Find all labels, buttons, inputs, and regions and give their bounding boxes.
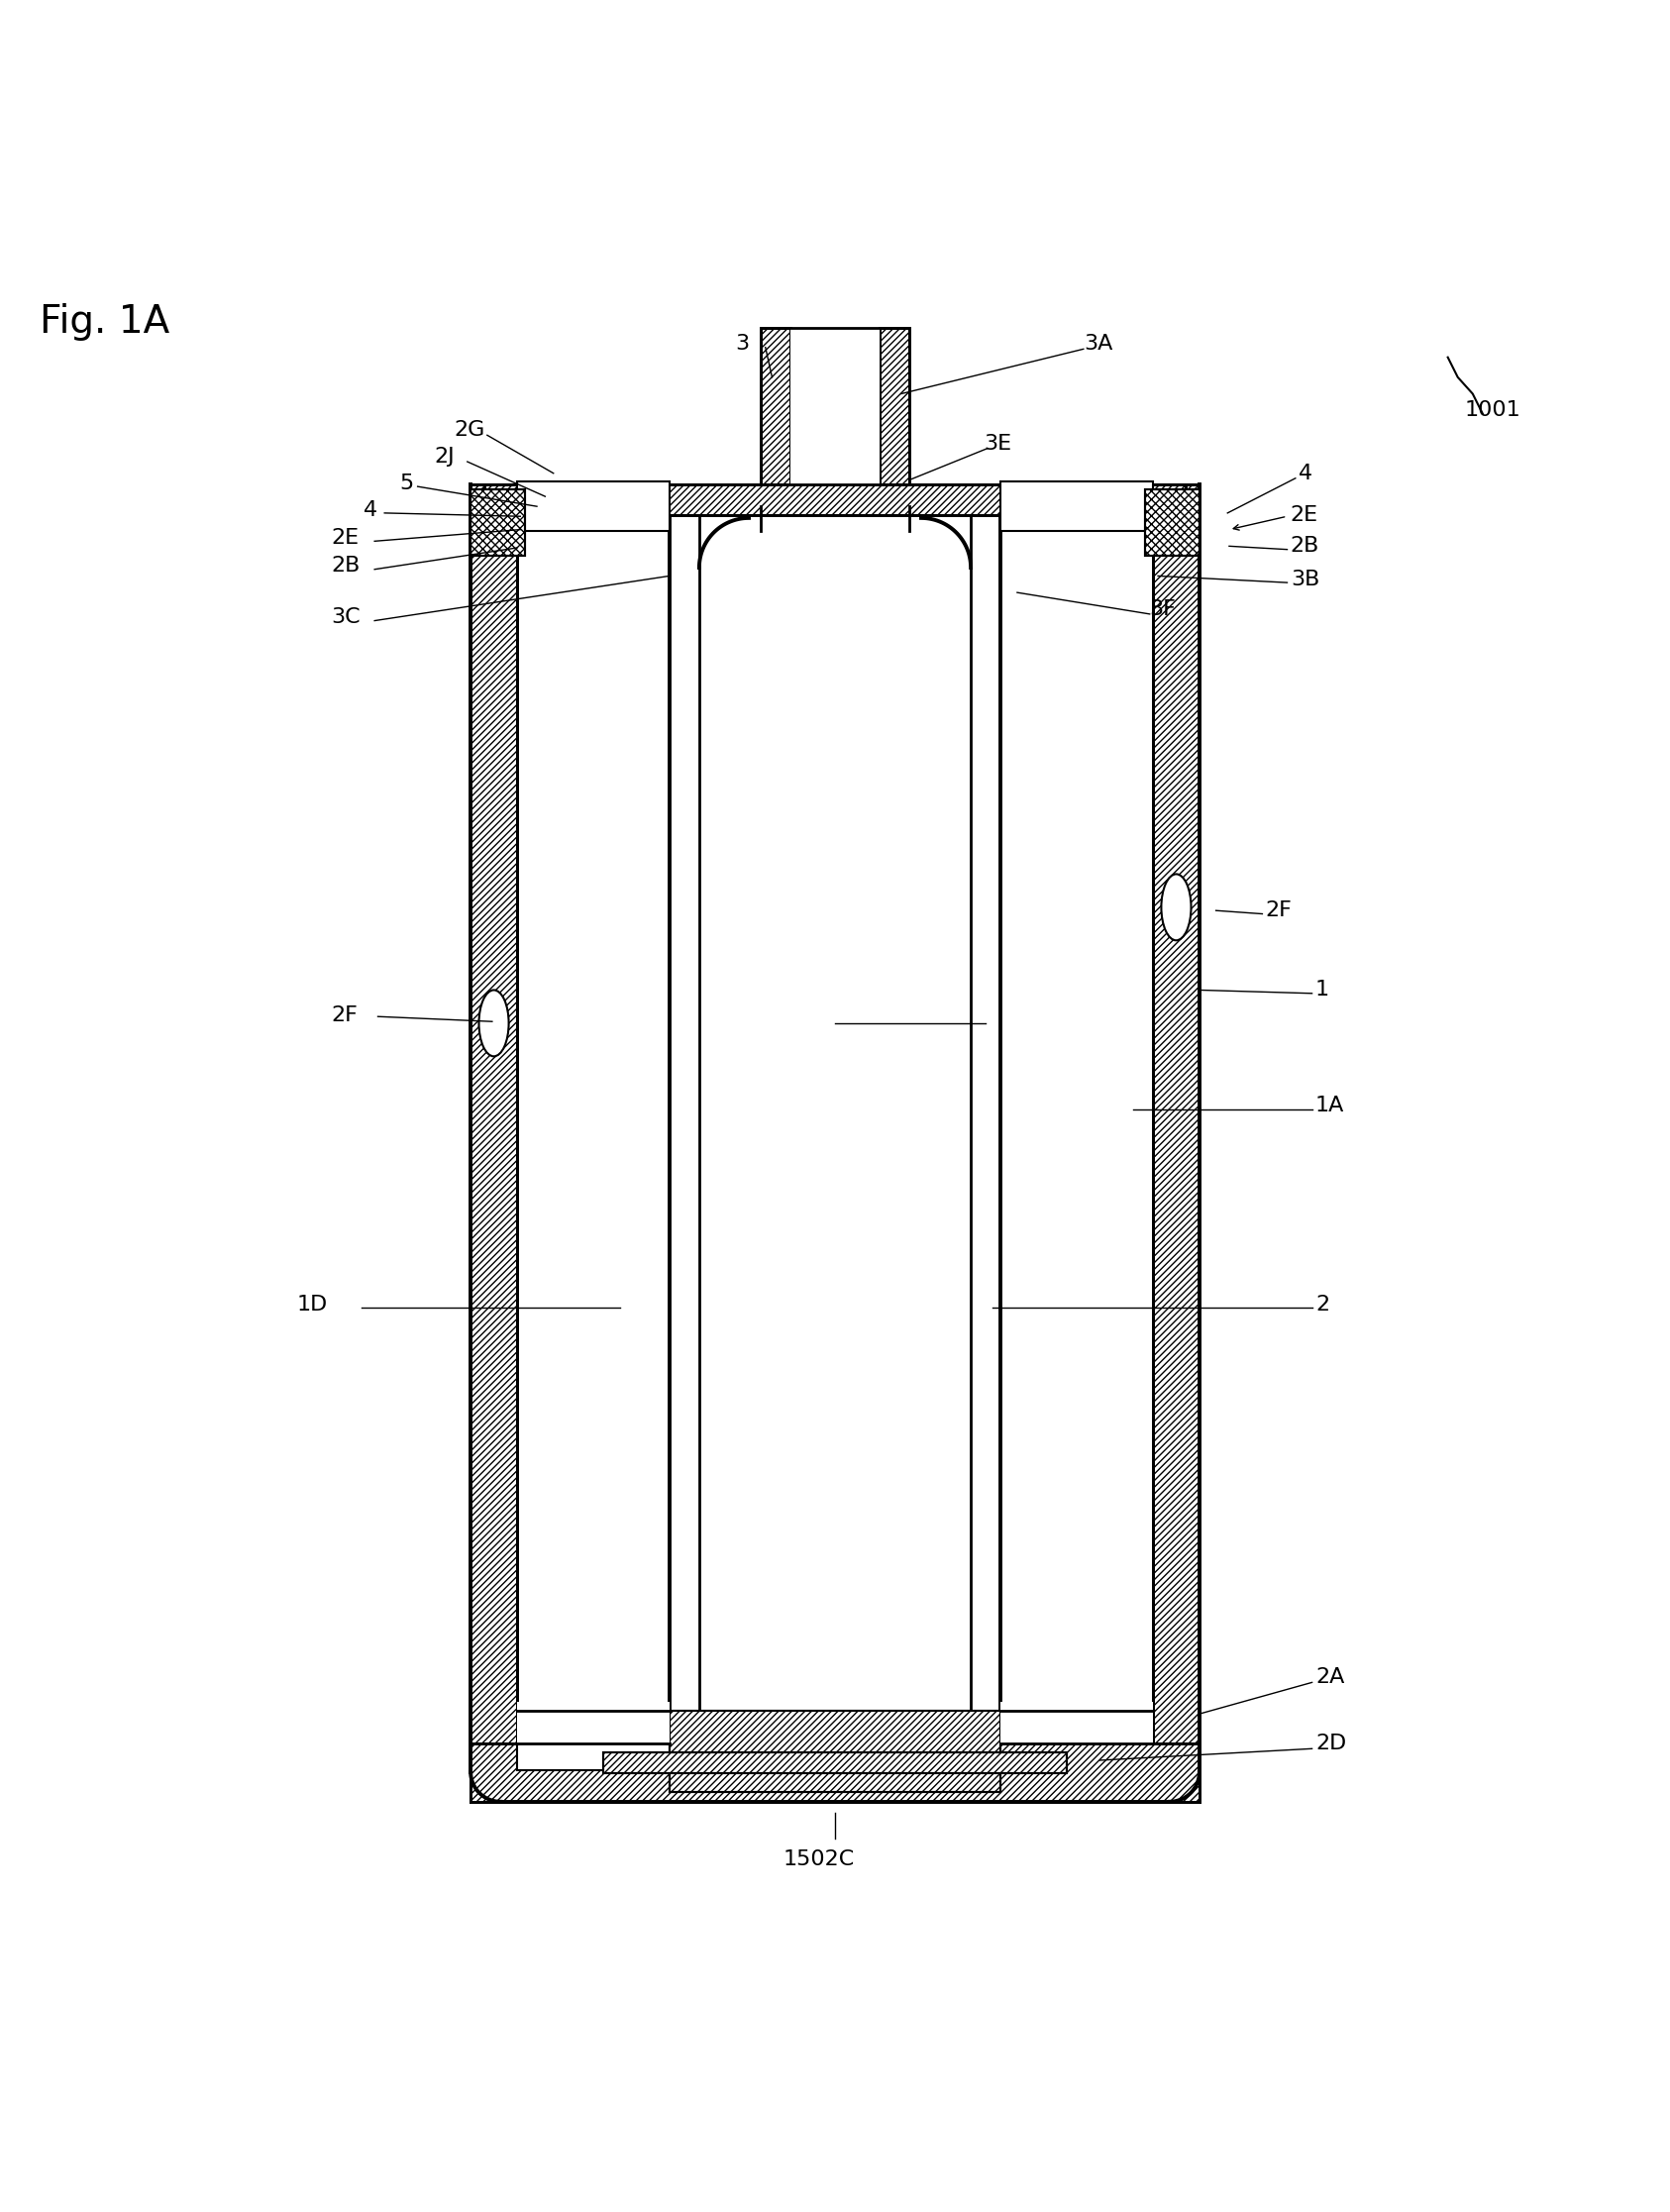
Text: 1D: 1D — [297, 1294, 327, 1314]
Bar — [1000, 1703, 1152, 1743]
Bar — [760, 327, 790, 484]
Bar — [790, 327, 880, 484]
Bar — [1144, 489, 1199, 555]
Bar — [880, 327, 910, 484]
Bar — [1144, 489, 1199, 555]
Text: 4: 4 — [1299, 462, 1313, 482]
Bar — [471, 489, 526, 555]
Text: 3F: 3F — [1149, 599, 1176, 619]
Bar — [471, 1743, 1199, 1803]
Text: 3B: 3B — [1291, 568, 1319, 588]
Text: 1: 1 — [1316, 980, 1329, 1000]
Text: 2A: 2A — [1316, 1668, 1344, 1688]
Text: 5: 5 — [399, 473, 414, 493]
Bar — [1152, 484, 1199, 1803]
Bar — [603, 1752, 1067, 1772]
Text: 3E: 3E — [984, 434, 1012, 453]
Text: 4: 4 — [362, 500, 377, 520]
Text: 2E: 2E — [332, 529, 359, 549]
Text: 1001: 1001 — [1465, 400, 1521, 420]
Bar — [880, 327, 910, 484]
Ellipse shape — [1161, 874, 1191, 940]
Bar — [518, 1743, 670, 1770]
Text: 2F: 2F — [1266, 900, 1293, 920]
Bar — [670, 1710, 1000, 1792]
Text: 2F: 2F — [332, 1004, 357, 1024]
Bar — [471, 484, 518, 1803]
Text: 3: 3 — [735, 334, 750, 354]
Text: 3A: 3A — [1084, 334, 1112, 354]
Text: 1502C: 1502C — [783, 1849, 855, 1869]
Bar — [603, 1752, 1067, 1772]
Text: 1A: 1A — [1316, 1097, 1344, 1115]
Bar — [760, 327, 910, 484]
Bar — [518, 482, 670, 531]
Text: 2D: 2D — [1316, 1734, 1346, 1754]
Bar — [484, 484, 1186, 515]
Bar — [1152, 484, 1199, 1803]
Text: 2E: 2E — [1291, 504, 1318, 524]
Text: 2B: 2B — [332, 555, 361, 575]
Text: 2B: 2B — [1291, 535, 1319, 555]
Bar — [518, 1703, 670, 1743]
Bar — [484, 484, 1186, 515]
Bar — [760, 327, 790, 484]
Text: 2J: 2J — [434, 447, 454, 467]
Text: 2: 2 — [1316, 1294, 1329, 1314]
Ellipse shape — [479, 991, 509, 1057]
Bar — [471, 489, 526, 555]
Text: 2G: 2G — [454, 420, 486, 440]
Bar — [518, 484, 1152, 1743]
Bar — [670, 1710, 1000, 1792]
Bar — [471, 1743, 1199, 1803]
Text: 3C: 3C — [332, 608, 361, 628]
Bar — [1000, 482, 1152, 531]
Bar — [471, 484, 518, 1803]
Text: Fig. 1A: Fig. 1A — [40, 303, 170, 341]
